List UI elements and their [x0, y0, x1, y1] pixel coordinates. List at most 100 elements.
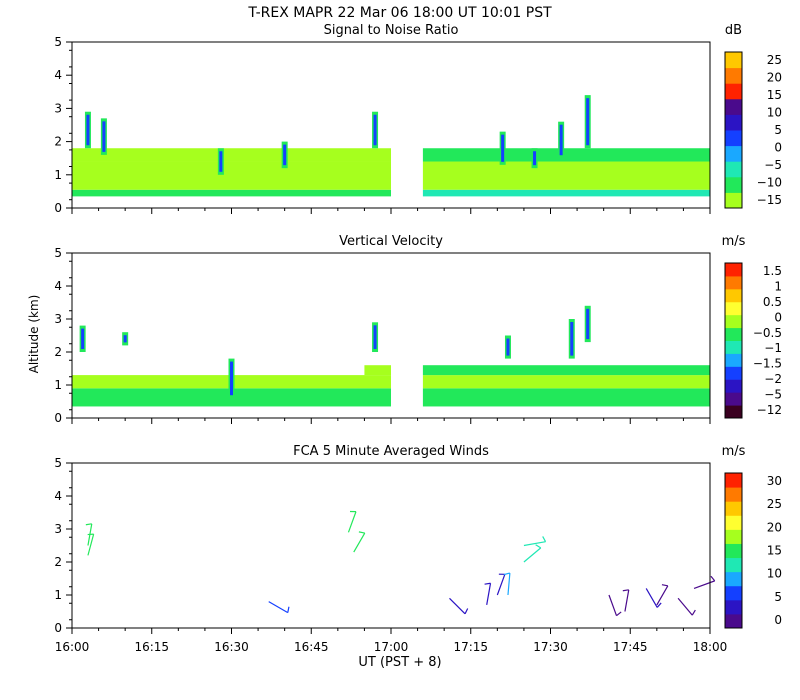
echo-spike-core	[506, 338, 510, 356]
colorbar-tick-label: 1.5	[763, 264, 782, 278]
x-tick-label: 17:15	[453, 640, 488, 654]
colorbar-swatch	[725, 340, 742, 354]
colorbar-tick-label: 1	[774, 279, 782, 293]
colorbar-swatch	[725, 176, 742, 193]
colorbar-unit: m/s	[722, 234, 746, 249]
colorbar-tick-label: −1	[764, 341, 782, 355]
colorbar-swatch	[725, 529, 742, 544]
echo-spike-core	[559, 124, 563, 156]
wind-barb-flag	[464, 608, 469, 615]
heatmap-cell	[422, 365, 710, 376]
colorbar-swatch	[725, 192, 742, 209]
y-tick-label: 2	[54, 135, 62, 149]
echo-spike-core	[81, 328, 85, 349]
colorbar-tick-label: −0.5	[753, 326, 782, 340]
x-tick-label: 16:45	[294, 640, 329, 654]
y-tick-label: 1	[54, 168, 62, 182]
panel-title: Vertical Velocity	[339, 234, 443, 249]
colorbar-tick-label: −10	[757, 176, 782, 190]
panel-title: FCA 5 Minute Averaged Winds	[293, 444, 489, 459]
wind-barb-flag	[85, 523, 92, 526]
wind-barb-flag	[691, 609, 696, 616]
colorbar-frame	[724, 262, 743, 419]
y-tick-label: 0	[54, 201, 62, 215]
wind-barb-flag	[616, 611, 622, 617]
echo-spike-core	[123, 335, 127, 343]
x-tick-label: 16:15	[134, 640, 169, 654]
wind-barb	[353, 532, 366, 553]
wind-barb-flag	[535, 544, 542, 549]
colorbar-swatch	[725, 67, 742, 84]
y-tick-label: 3	[54, 522, 62, 536]
colorbar-swatch	[725, 571, 742, 587]
heatmap-cell	[72, 189, 391, 197]
colorbar-swatch	[725, 288, 742, 303]
x-tick-label: 18:00	[693, 640, 728, 654]
colorbar-tick-label: 0	[774, 141, 782, 155]
y-tick-label: 1	[54, 588, 62, 602]
y-tick-label: 1	[54, 378, 62, 392]
colorbar-swatch	[725, 473, 742, 488]
wind-barb	[347, 511, 357, 533]
y-tick-label: 4	[54, 279, 62, 293]
colorbar-swatch	[725, 543, 742, 559]
colorbar-swatch	[725, 515, 742, 530]
x-tick-label: 16:00	[55, 640, 90, 654]
wind-barb	[693, 580, 715, 589]
wind-barb	[645, 588, 658, 608]
wind-barb-flag	[661, 584, 668, 587]
colorbar-tick-label: 5	[774, 123, 782, 137]
colorbar-tick-label: 15	[767, 544, 782, 558]
y-tick-label: 5	[54, 35, 62, 49]
colorbar-tick-label: 25	[767, 497, 782, 511]
echo-spike-core	[373, 325, 377, 349]
colorbar-tick-label: −2	[764, 372, 782, 386]
colorbar-swatch	[725, 130, 742, 147]
echo-spike-core	[586, 308, 590, 340]
y-tick-label: 2	[54, 555, 62, 569]
colorbar-swatch	[725, 557, 742, 573]
colorbar-tick-label: 10	[767, 567, 782, 581]
wind-barb	[624, 589, 630, 612]
panel-title: Signal to Noise Ratio	[324, 23, 459, 38]
colorbar-tick-label: −1.5	[753, 357, 782, 371]
echo-spike-core	[586, 98, 590, 146]
echo-spike-core	[283, 144, 287, 166]
colorbar-swatch	[725, 327, 742, 341]
colorbar-tick-label: 20	[767, 71, 782, 85]
colorbar-frame	[724, 472, 743, 629]
wind-barb-flag	[710, 575, 716, 582]
echo-spike-core	[533, 151, 537, 166]
colorbar-tick-label: 10	[767, 106, 782, 120]
plot-frame	[71, 462, 711, 629]
wind-barb	[496, 574, 506, 596]
wind-barb-flag	[484, 582, 491, 585]
colorbar-swatch	[725, 114, 742, 131]
colorbar-swatch	[725, 275, 742, 290]
wind-barb	[677, 597, 693, 616]
colorbar-tick-label: −5	[764, 388, 782, 402]
colorbar-swatch	[725, 314, 742, 329]
echo-spike-core	[86, 114, 90, 146]
y-tick-label: 3	[54, 101, 62, 115]
heatmap-cell	[72, 148, 391, 162]
x-tick-label: 17:30	[533, 640, 568, 654]
panel-1: Signal to Noise Ratio 0 1 2 3 4 5 dB 25 20 15 10 5 0 −…	[54, 23, 782, 215]
colorbar-tick-label: 0	[774, 613, 782, 627]
echo-spike-core	[570, 322, 574, 356]
wind-barb-flag	[503, 572, 511, 576]
x-tick-label: 17:45	[613, 640, 648, 654]
echo-spike-core	[373, 114, 377, 146]
wind-barb	[523, 541, 546, 547]
y-axis-label: Altitude (km)	[27, 295, 41, 374]
y-tick-label: 0	[54, 411, 62, 425]
y-tick-label: 3	[54, 312, 62, 326]
colorbar-swatch	[725, 599, 742, 615]
wind-barb	[507, 573, 511, 596]
colorbar-swatch	[725, 98, 742, 115]
colorbar-unit: m/s	[722, 444, 746, 459]
panels-group: Signal to Noise Ratio012345dB2520151050−…	[54, 23, 782, 654]
colorbar-swatch	[725, 145, 742, 162]
heatmap-cell	[422, 388, 710, 407]
